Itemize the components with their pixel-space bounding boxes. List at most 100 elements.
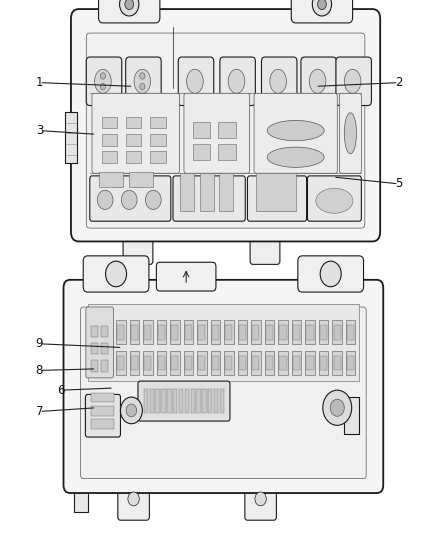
- Text: 7: 7: [35, 405, 43, 418]
- FancyBboxPatch shape: [118, 478, 149, 520]
- Bar: [224, 351, 234, 375]
- Bar: [198, 325, 205, 340]
- Bar: [252, 356, 259, 370]
- Circle shape: [106, 261, 127, 287]
- Circle shape: [323, 390, 352, 425]
- FancyBboxPatch shape: [90, 176, 171, 221]
- Bar: [179, 389, 183, 413]
- Bar: [184, 320, 193, 344]
- Bar: [265, 351, 274, 375]
- Circle shape: [312, 0, 332, 16]
- FancyBboxPatch shape: [291, 0, 353, 23]
- Circle shape: [120, 397, 142, 424]
- Bar: [266, 356, 273, 370]
- Bar: [102, 134, 117, 146]
- Bar: [143, 351, 153, 375]
- Circle shape: [330, 399, 344, 416]
- Bar: [318, 351, 328, 375]
- FancyBboxPatch shape: [86, 57, 122, 106]
- Bar: [193, 122, 210, 138]
- Bar: [218, 122, 236, 138]
- Bar: [184, 351, 193, 375]
- FancyBboxPatch shape: [339, 93, 361, 173]
- Bar: [150, 389, 154, 413]
- Bar: [196, 389, 201, 413]
- Bar: [102, 117, 117, 128]
- Bar: [278, 320, 288, 344]
- Bar: [346, 351, 355, 375]
- Bar: [185, 325, 192, 340]
- FancyBboxPatch shape: [126, 57, 161, 106]
- Bar: [251, 320, 261, 344]
- Circle shape: [140, 84, 145, 90]
- Bar: [145, 356, 152, 370]
- Bar: [212, 356, 219, 370]
- Bar: [211, 351, 220, 375]
- FancyBboxPatch shape: [336, 57, 371, 106]
- Bar: [116, 351, 126, 375]
- Bar: [102, 151, 117, 163]
- Bar: [200, 173, 214, 211]
- Ellipse shape: [344, 112, 357, 154]
- Bar: [347, 325, 354, 340]
- Bar: [117, 325, 124, 340]
- Circle shape: [128, 492, 139, 506]
- Bar: [143, 320, 153, 344]
- Bar: [197, 351, 207, 375]
- Bar: [332, 351, 342, 375]
- Circle shape: [121, 190, 137, 209]
- Bar: [158, 325, 165, 340]
- Ellipse shape: [134, 69, 151, 93]
- FancyBboxPatch shape: [261, 57, 297, 106]
- Bar: [126, 134, 141, 146]
- FancyBboxPatch shape: [81, 307, 366, 479]
- Bar: [161, 389, 166, 413]
- Ellipse shape: [267, 147, 324, 167]
- Text: 2: 2: [395, 76, 403, 89]
- Bar: [150, 117, 166, 128]
- Bar: [211, 320, 220, 344]
- Circle shape: [145, 190, 161, 209]
- Bar: [193, 144, 210, 160]
- Circle shape: [126, 404, 137, 417]
- FancyBboxPatch shape: [250, 225, 280, 264]
- Bar: [155, 389, 160, 413]
- Bar: [173, 389, 177, 413]
- Bar: [130, 351, 139, 375]
- FancyBboxPatch shape: [220, 57, 255, 106]
- Bar: [305, 351, 315, 375]
- FancyBboxPatch shape: [92, 93, 180, 173]
- Bar: [239, 325, 246, 340]
- Bar: [346, 320, 355, 344]
- Bar: [170, 351, 180, 375]
- Bar: [145, 325, 152, 340]
- Ellipse shape: [316, 188, 353, 213]
- Text: 6: 6: [57, 384, 65, 397]
- FancyBboxPatch shape: [71, 9, 380, 241]
- FancyBboxPatch shape: [178, 57, 214, 106]
- FancyBboxPatch shape: [123, 225, 153, 264]
- Bar: [150, 151, 166, 163]
- Bar: [101, 343, 108, 354]
- Bar: [307, 325, 314, 340]
- FancyBboxPatch shape: [138, 381, 230, 421]
- FancyBboxPatch shape: [85, 394, 120, 437]
- Bar: [197, 320, 207, 344]
- Circle shape: [255, 492, 266, 506]
- Bar: [91, 326, 98, 337]
- FancyBboxPatch shape: [245, 478, 276, 520]
- Bar: [126, 151, 141, 163]
- Ellipse shape: [228, 69, 245, 93]
- Bar: [117, 356, 124, 370]
- FancyBboxPatch shape: [64, 280, 383, 493]
- Bar: [91, 343, 98, 354]
- Bar: [266, 325, 273, 340]
- FancyBboxPatch shape: [247, 176, 307, 221]
- Bar: [185, 356, 192, 370]
- Bar: [129, 172, 153, 187]
- Bar: [150, 134, 166, 146]
- Bar: [171, 325, 178, 340]
- Text: 8: 8: [36, 364, 43, 377]
- Bar: [256, 173, 296, 211]
- Circle shape: [100, 84, 106, 90]
